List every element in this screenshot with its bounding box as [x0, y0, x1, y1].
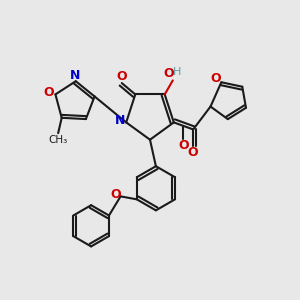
Text: N: N — [69, 69, 80, 82]
Text: N: N — [115, 114, 125, 128]
Text: H: H — [173, 67, 182, 77]
Text: CH₃: CH₃ — [49, 135, 68, 145]
Text: O: O — [178, 139, 189, 152]
Text: O: O — [211, 72, 221, 85]
Text: O: O — [116, 70, 127, 83]
Text: O: O — [188, 146, 199, 159]
Text: O: O — [163, 68, 174, 80]
Text: O: O — [110, 188, 121, 201]
Text: O: O — [44, 86, 54, 99]
